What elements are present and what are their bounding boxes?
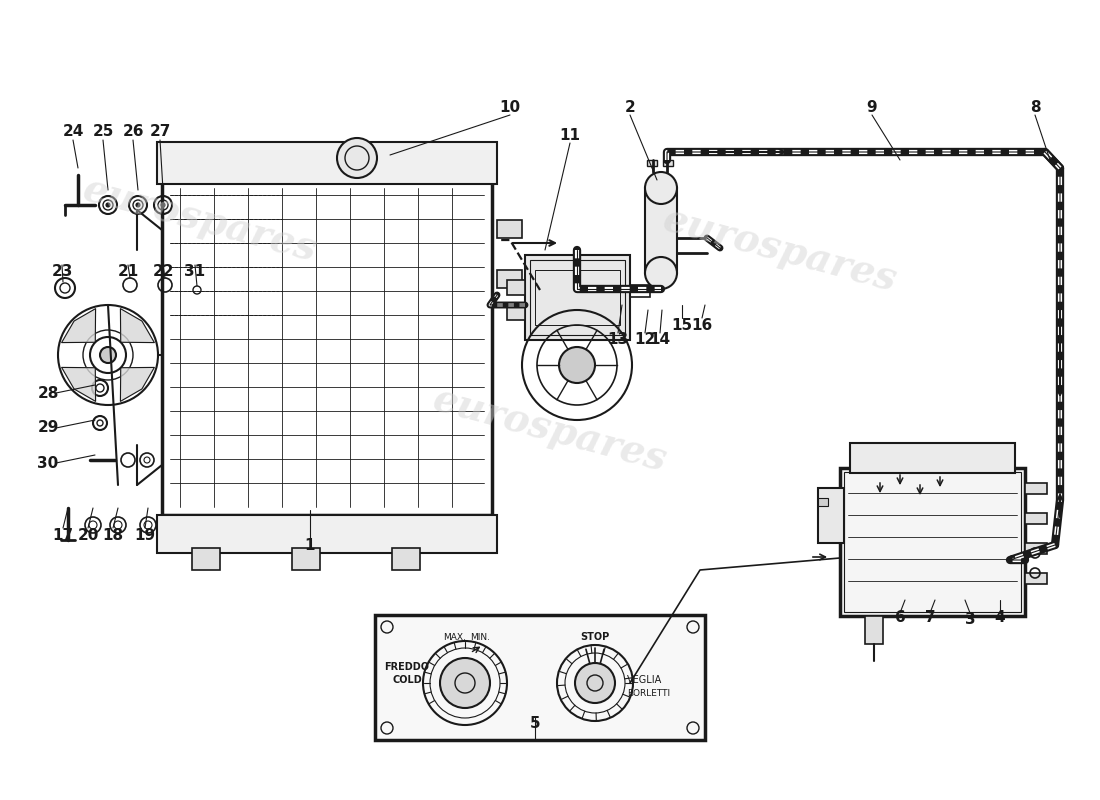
Bar <box>507 280 525 295</box>
Text: 5: 5 <box>530 715 540 730</box>
Bar <box>525 255 630 340</box>
Text: 29: 29 <box>37 421 58 435</box>
Text: 9: 9 <box>867 101 878 115</box>
Bar <box>647 160 657 166</box>
Bar <box>497 270 522 288</box>
Text: 23: 23 <box>52 265 73 279</box>
Text: 26: 26 <box>122 125 144 139</box>
Bar <box>157 515 497 553</box>
Text: 24: 24 <box>63 125 84 139</box>
Text: BORLETTI: BORLETTI <box>627 689 670 698</box>
Circle shape <box>645 257 676 289</box>
Circle shape <box>559 347 595 383</box>
Polygon shape <box>120 309 154 342</box>
Bar <box>865 616 883 644</box>
Text: 25: 25 <box>92 125 113 139</box>
Text: 15: 15 <box>671 318 693 333</box>
Bar <box>850 443 1015 473</box>
Circle shape <box>575 663 615 703</box>
Text: MIN.: MIN. <box>470 633 490 642</box>
Text: FREDDO: FREDDO <box>385 662 429 672</box>
Text: 14: 14 <box>649 333 671 347</box>
Bar <box>162 180 492 515</box>
Text: eurospares: eurospares <box>79 170 321 270</box>
Text: 28: 28 <box>37 386 58 401</box>
Text: 31: 31 <box>185 265 206 279</box>
Text: 6: 6 <box>894 610 905 626</box>
Text: 7: 7 <box>925 610 935 626</box>
Bar <box>497 220 522 238</box>
Text: COLD: COLD <box>392 675 422 685</box>
Bar <box>844 472 1021 612</box>
Circle shape <box>440 658 490 708</box>
Text: 3: 3 <box>965 613 976 627</box>
Text: 2: 2 <box>625 101 636 115</box>
Bar <box>192 548 220 570</box>
Bar <box>1025 543 1047 554</box>
Bar <box>630 285 650 297</box>
Circle shape <box>161 203 165 207</box>
Bar <box>375 615 705 740</box>
Bar <box>530 260 625 335</box>
Bar <box>157 142 497 184</box>
Text: 4: 4 <box>994 610 1005 626</box>
Circle shape <box>337 138 377 178</box>
Text: STOP: STOP <box>581 632 609 642</box>
Bar <box>818 488 844 543</box>
Polygon shape <box>62 367 96 402</box>
Circle shape <box>136 203 140 207</box>
Bar <box>645 188 676 273</box>
Bar <box>663 160 673 166</box>
Text: eurospares: eurospares <box>659 201 901 299</box>
Text: 20: 20 <box>77 527 99 542</box>
Text: 10: 10 <box>499 101 520 115</box>
Text: 27: 27 <box>150 125 170 139</box>
Polygon shape <box>62 309 96 342</box>
Text: 1: 1 <box>305 538 316 553</box>
Bar <box>535 270 620 325</box>
Circle shape <box>645 172 676 204</box>
Bar <box>292 548 320 570</box>
Text: MAX.: MAX. <box>443 633 466 642</box>
Text: 30: 30 <box>37 455 58 470</box>
Polygon shape <box>120 367 154 402</box>
Text: 11: 11 <box>560 127 581 142</box>
Text: 21: 21 <box>118 265 139 279</box>
Text: 19: 19 <box>134 527 155 542</box>
Circle shape <box>106 203 110 207</box>
Bar <box>507 305 525 320</box>
Text: 13: 13 <box>607 333 628 347</box>
Text: eurospares: eurospares <box>429 381 671 479</box>
Bar <box>1025 573 1047 584</box>
Bar <box>840 468 1025 616</box>
Bar <box>818 498 828 506</box>
Text: 16: 16 <box>692 318 713 333</box>
Bar <box>1025 483 1047 494</box>
Text: 8: 8 <box>1030 101 1041 115</box>
Text: 18: 18 <box>102 527 123 542</box>
Text: VEGLIA: VEGLIA <box>627 675 662 685</box>
Bar <box>1025 513 1047 524</box>
Text: 12: 12 <box>635 333 656 347</box>
Text: 17: 17 <box>53 527 74 542</box>
Bar <box>392 548 420 570</box>
Text: 22: 22 <box>152 265 174 279</box>
Circle shape <box>100 347 116 363</box>
